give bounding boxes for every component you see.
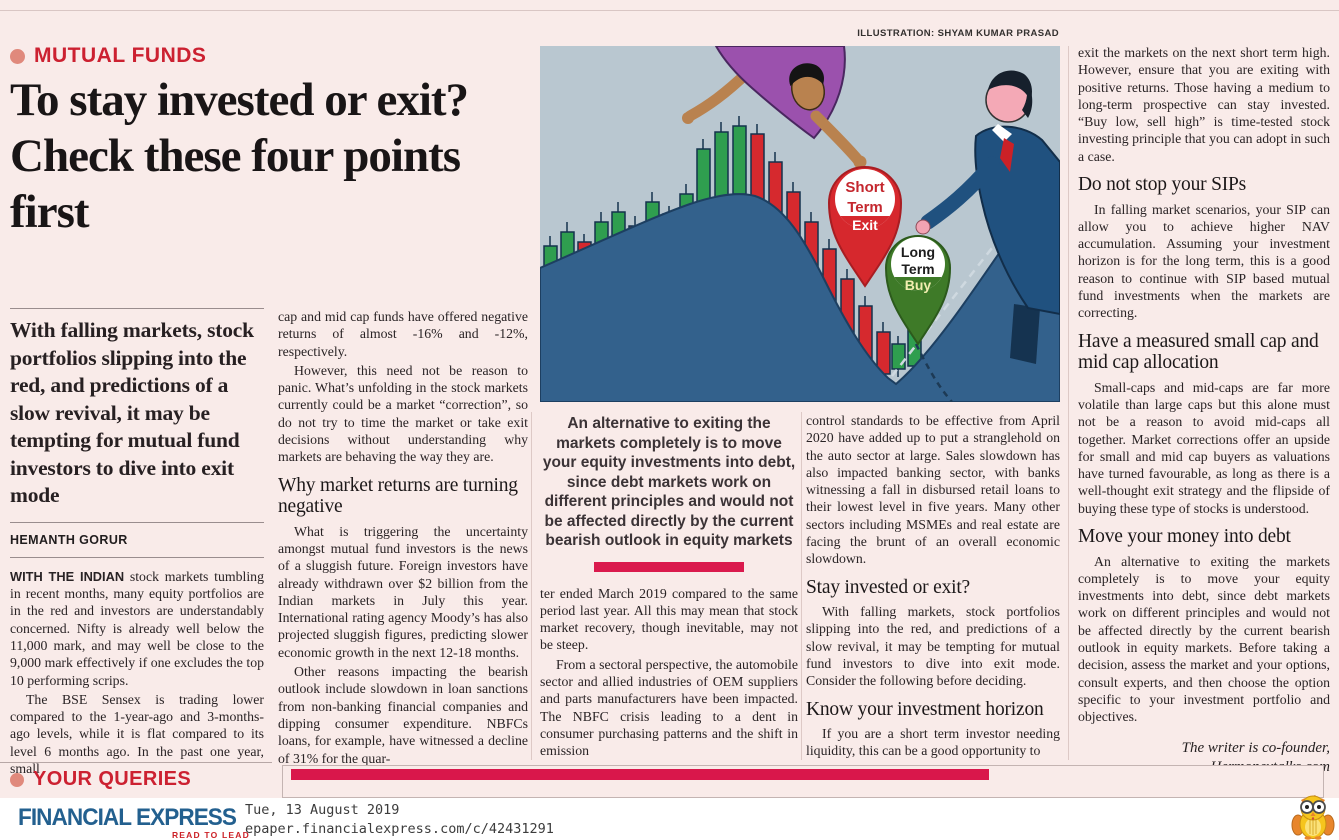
pin-long-action: Buy — [905, 277, 932, 293]
drop-dashed-line — [914, 343, 953, 403]
article-column-2: cap and mid cap funds have offered negat… — [278, 308, 528, 769]
epaper-stamp: Tue, 13 August 2019 epaper.financialexpr… — [245, 801, 554, 839]
article-paragraph: In falling market scenarios, your SIP ca… — [1078, 201, 1330, 321]
illustration-credit: ILLUSTRATION: SHYAM KUMAR PRASAD — [857, 28, 1059, 39]
epaper-footer-band: FINANCIAL EXPRESS READ TO LEAD Tue, 13 A… — [0, 795, 1339, 840]
section-subhead: Why market returns are turning negative — [278, 474, 518, 518]
section-subhead: Stay invested or exit? — [806, 576, 971, 598]
article-paragraph: An alternative to exiting the markets co… — [1078, 553, 1330, 725]
next-article-box — [282, 765, 1324, 798]
market-illustration: Short Term Exit Long Term Buy — [539, 45, 1061, 403]
divider — [10, 556, 264, 558]
article-paragraph: What is triggering the uncertainty among… — [278, 523, 528, 660]
queries-rule — [0, 762, 272, 763]
section-subhead: Do not stop your SIPs — [1078, 174, 1247, 196]
epaper-url[interactable]: epaper.financialexpress.com/c/42431291 — [245, 821, 554, 837]
article-column-1: With falling markets, stock portfolios s… — [10, 308, 264, 779]
pin-long-line1: Long — [901, 244, 935, 260]
article-byline: HEMANTH GORUR — [10, 532, 128, 547]
article-standfirst: With falling markets, stock portfolios s… — [10, 318, 254, 507]
financial-express-logo: FINANCIAL EXPRESS READ TO LEAD — [18, 804, 250, 840]
queries-dot-icon — [10, 772, 24, 787]
article-paragraph: The BSE Sensex is trading lower compared… — [10, 691, 264, 777]
short-term-exit-pin: Short Term Exit — [827, 166, 903, 288]
pin-short-line1: Short — [845, 179, 884, 196]
pin-short-line2: Term — [847, 199, 883, 216]
article-headline: To stay invested or exit? Check these fo… — [10, 74, 469, 238]
logo-tagline: READ TO LEAD — [171, 830, 250, 840]
article-paragraph: From a sectoral perspective, the automob… — [540, 656, 798, 759]
article-column-5: exit the markets on the next short term … — [1078, 44, 1330, 777]
queries-section-header: YOUR QUERIES — [10, 768, 191, 791]
article-column-3: An alternative to exiting the markets co… — [540, 410, 798, 761]
article-paragraph: control standards to be effective from A… — [806, 413, 1060, 567]
paragraph-text: stock markets tumbling in recent months,… — [10, 568, 264, 688]
lead-in-text: WITH THE INDIAN — [10, 568, 125, 584]
queries-label: YOUR QUERIES — [33, 768, 192, 790]
epaper-date: Tue, 13 August 2019 — [245, 802, 400, 818]
page-top-rule — [0, 10, 1339, 11]
article-paragraph: Small-caps and mid-caps are far more vol… — [1078, 379, 1330, 516]
market-mountain — [539, 160, 1061, 403]
article-paragraph: With falling markets, stock portfolios s… — [806, 604, 1060, 689]
article-paragraph: exit the markets on the next short term … — [1078, 45, 1330, 164]
kicker-dot-icon — [10, 48, 25, 64]
long-term-investor-figure — [915, 70, 1061, 364]
divider — [10, 521, 264, 523]
next-article-headline-bar — [291, 769, 989, 780]
article-paragraph: WITH THE INDIAN stock markets tumbling i… — [10, 568, 264, 689]
section-kicker: MUTUAL FUNDS — [10, 44, 206, 68]
section-subhead: Have a measured small cap and mid cap al… — [1078, 330, 1319, 374]
column-divider — [801, 412, 802, 760]
divider — [10, 308, 264, 309]
article-column-4: control standards to be effective from A… — [806, 412, 1060, 762]
short-term-investor-figure — [682, 45, 867, 169]
logo-text: FINANCIAL EXPRESS — [18, 804, 237, 831]
article-paragraph: ter ended March 2019 compared to the sam… — [540, 585, 798, 653]
pull-quote-bar — [594, 561, 744, 572]
pin-long-line2: Term — [901, 261, 934, 277]
article-paragraph: Other reasons impacting the bearish outl… — [278, 664, 528, 766]
long-term-buy-pin: Long Term Buy — [884, 235, 952, 346]
column-divider — [1068, 46, 1069, 760]
owl-mascot-icon — [1291, 795, 1335, 840]
section-subhead: Know your investment horizon — [806, 698, 1044, 720]
article-paragraph: However, this need not be reason to pani… — [278, 362, 528, 465]
column-divider — [531, 412, 532, 760]
pull-quote: An alternative to exiting the markets co… — [542, 415, 796, 549]
pin-short-action: Exit — [852, 217, 878, 233]
section-subhead: Move your money into debt — [1078, 526, 1291, 548]
article-paragraph: cap and mid cap funds have offered negat… — [278, 309, 528, 359]
kicker-label: MUTUAL FUNDS — [34, 44, 207, 67]
article-paragraph: If you are a short term investor needing… — [806, 726, 1060, 759]
signature-line-1: The writer is co-founder, — [1181, 739, 1330, 756]
